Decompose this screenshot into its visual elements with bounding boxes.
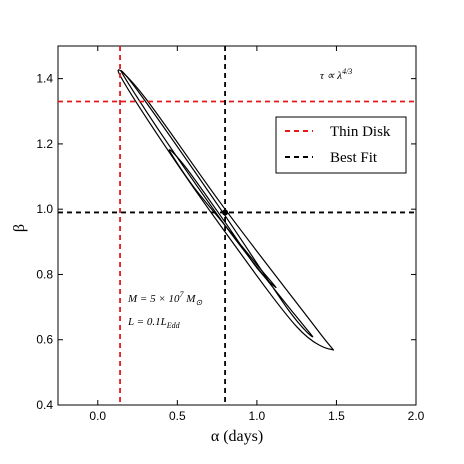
best-fit-point — [222, 209, 229, 216]
y-axis-label: β — [11, 224, 28, 232]
y-tick-label: 0.8 — [36, 267, 53, 281]
x-tick-label: 1.0 — [249, 409, 266, 423]
x-tick-label: 2.0 — [408, 409, 425, 423]
y-tick-label: 0.6 — [36, 333, 53, 347]
y-tick-label: 1.4 — [36, 72, 53, 86]
x-axis-label: α (days) — [211, 428, 263, 445]
x-tick-label: 0.5 — [169, 409, 186, 423]
contour-inner — [168, 149, 277, 289]
legend-box — [275, 116, 407, 174]
contour-outer — [117, 69, 334, 351]
contour-middle — [120, 70, 314, 338]
legend: Thin Disk Best Fit — [275, 116, 407, 174]
legend-best-fit-label: Best Fit — [330, 150, 378, 166]
y-tick-label: 0.4 — [36, 398, 53, 412]
legend-thin-disk-label: Thin Disk — [330, 124, 391, 140]
x-tick-label: 0.0 — [89, 409, 106, 423]
ticks-group: 0.0 0.5 1.0 1.5 2.0 0.4 0.6 0.8 1.0 1.2 1.4 — [36, 46, 425, 423]
mass-annotation: M = 5 × 107 M⊙ — [127, 290, 202, 307]
contours-group — [117, 69, 334, 351]
x-tick-label: 1.5 — [328, 409, 345, 423]
y-tick-label: 1.2 — [36, 137, 53, 151]
y-tick-label: 1.0 — [36, 202, 53, 216]
reference-lines-group — [58, 46, 416, 405]
